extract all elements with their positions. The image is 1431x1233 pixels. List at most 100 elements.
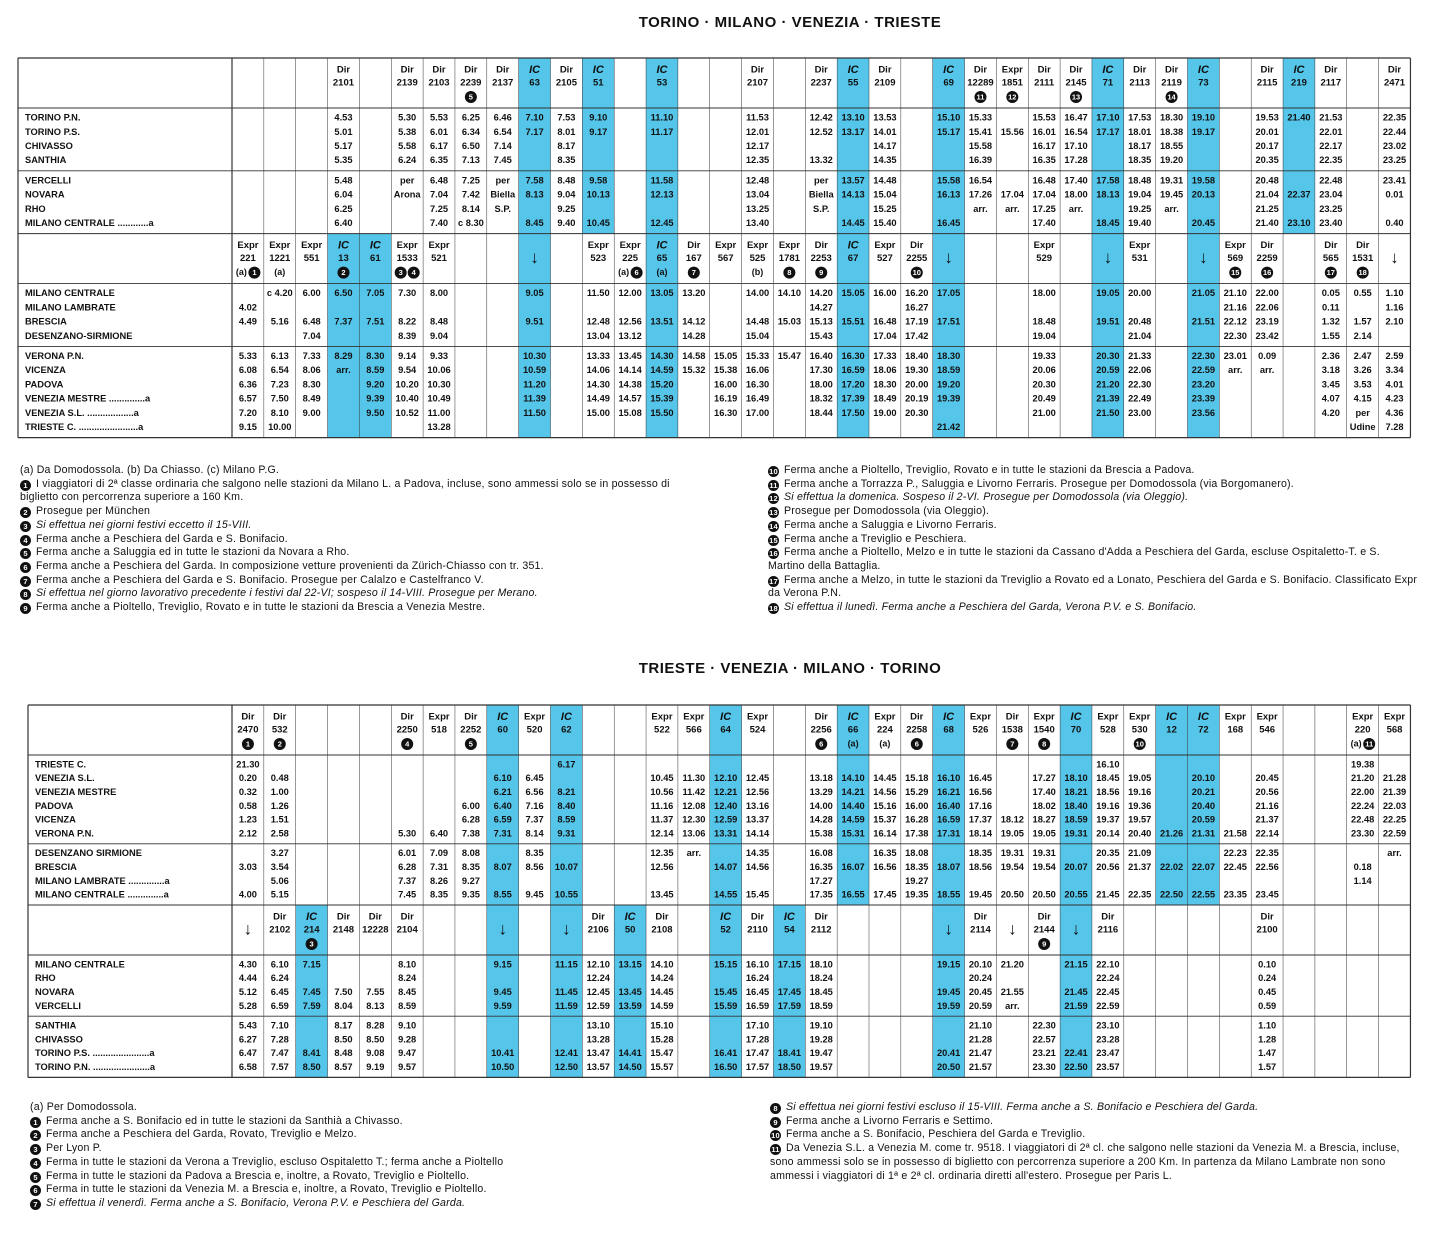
time-cell: 15.45 (746, 890, 769, 900)
time-cell: 8.48 (430, 317, 448, 327)
time-cell: 6.24 (271, 973, 290, 983)
time-cell: 16.27 (905, 302, 928, 312)
time-cell: 21.57 (969, 1062, 992, 1072)
time-cell: 21.09 (1128, 848, 1151, 858)
note-marker: 8 (770, 1103, 781, 1114)
time-cell: 14.56 (746, 862, 769, 872)
train-type: IC (1293, 64, 1305, 76)
train-type: Dir (464, 65, 478, 76)
ic-column-highlight (709, 705, 742, 905)
time-cell: 23.20 (1192, 379, 1215, 389)
time-cell: 23.04 (1319, 190, 1343, 200)
train-remark: (a) (236, 267, 247, 277)
time-cell: 5.53 (430, 113, 448, 123)
time-cell: 10.00 (268, 422, 291, 432)
train-type: Dir (1101, 912, 1115, 923)
time-cell: 12.14 (650, 828, 674, 838)
time-cell: 22.41 (1064, 1048, 1087, 1058)
time-cell: 6.40 (494, 801, 512, 811)
note-marker-label: 3 (310, 939, 314, 948)
time-cell: 11.50 (587, 288, 610, 298)
time-cell: 0.55 (1354, 288, 1372, 298)
time-cell: 3.26 (1354, 365, 1372, 375)
train-number: 1781 (779, 253, 801, 264)
time-cell: 12.30 (682, 815, 705, 825)
time-cell: 8.21 (557, 787, 575, 797)
time-cell: 21.16 (1224, 302, 1247, 312)
time-cell: 7.10 (526, 113, 544, 123)
time-cell: 23.28 (1096, 1034, 1119, 1044)
time-cell: 0.32 (239, 787, 257, 797)
time-cell: 17.35 (810, 890, 833, 900)
train-type: Dir (655, 912, 669, 923)
note-marker (974, 91, 987, 103)
time-cell: 8.10 (271, 408, 289, 418)
train-type: Dir (751, 912, 765, 923)
time-cell: 8.48 (334, 1048, 352, 1058)
train-type: Dir (592, 912, 606, 923)
background-layer (295, 58, 1315, 1078)
time-cell: 2.59 (1385, 351, 1403, 361)
time-cell: 20.50 (1001, 890, 1024, 900)
train-number: 65 (657, 253, 668, 264)
train-number: 2255 (906, 253, 928, 264)
note: 11 Ferma anche a Torrazza P., Saluggia e … (768, 478, 1418, 492)
note-text: Si effettua nei giorni festivi eccetto i… (36, 518, 252, 531)
arrow: ↓ (1072, 919, 1081, 938)
time-cell: 10.30 (523, 351, 546, 361)
time-cell: 9.57 (398, 1062, 416, 1072)
train-number: 2111 (1034, 78, 1055, 89)
ic-column-highlight (932, 905, 965, 1078)
time-cell: 1.57 (1258, 1062, 1276, 1072)
time-cell: 16.21 (937, 787, 960, 797)
time-cell: 21.20 (1096, 379, 1119, 389)
note-marker: 4 (30, 1157, 41, 1169)
note: 11 Da Venezia S.L. a Venezia M. come tr. … (770, 1142, 1420, 1183)
train-type: Expr (1225, 240, 1246, 251)
train-number: 2470 (237, 725, 258, 736)
train-number: 2148 (333, 925, 354, 936)
time-cell: 6.59 (271, 1001, 289, 1011)
time-cell: 6.45 (526, 773, 544, 783)
time-cell: 11.59 (555, 1001, 578, 1011)
time-cell: 16.40 (937, 801, 960, 811)
time-cell: 8.14 (526, 828, 545, 838)
time-cell: 19.05 (1096, 288, 1119, 298)
train-type: IC (656, 240, 668, 252)
train-type: Dir (401, 65, 415, 76)
time-cell: 8.00 (430, 288, 448, 298)
time-cell: 11.00 (428, 408, 451, 418)
time-cell: 6.00 (303, 288, 321, 298)
time-cell: 17.26 (969, 190, 992, 200)
time-cell: 9.05 (526, 288, 544, 298)
time-cell: 6.24 (398, 155, 417, 165)
time-cell: 10.30 (427, 379, 450, 389)
ic-column-highlight (1060, 905, 1092, 1078)
time-cell: 19.39 (937, 394, 960, 404)
time-cell: 22.06 (1255, 302, 1278, 312)
time-cell: 14.12 (682, 317, 705, 327)
time-cell: 21.04 (1255, 190, 1279, 200)
time-cell: 19.04 (1128, 190, 1152, 200)
time-cell: 17.15 (778, 959, 801, 969)
train-number: 523 (590, 253, 606, 264)
time-cell: 23.01 (1224, 351, 1247, 361)
note-marker (1165, 91, 1178, 103)
time-cell: 15.38 (810, 828, 833, 838)
time-cell: c 8.30 (458, 218, 484, 228)
train-number: 73 (1198, 78, 1209, 89)
time-cell: 20.30 (905, 408, 928, 418)
time-cell: 12.56 (618, 317, 641, 327)
train-number: 2119 (1161, 78, 1182, 89)
time-cell: 16.35 (873, 848, 896, 858)
time-cell: 20.10 (1192, 773, 1215, 783)
note: 8 Si effettua nei giorni festivi escluso … (770, 1101, 1420, 1115)
train-number: 12289 (967, 78, 993, 89)
time-cell: 7.14 (494, 141, 513, 151)
time-cell: 23.10 (1096, 1021, 1119, 1031)
time-cell: 8.40 (557, 801, 575, 811)
time-cell: 7.42 (462, 190, 480, 200)
time-cell: 17.42 (905, 331, 928, 341)
time-cell: 13.53 (873, 113, 896, 123)
time-cell: 16.49 (746, 394, 769, 404)
